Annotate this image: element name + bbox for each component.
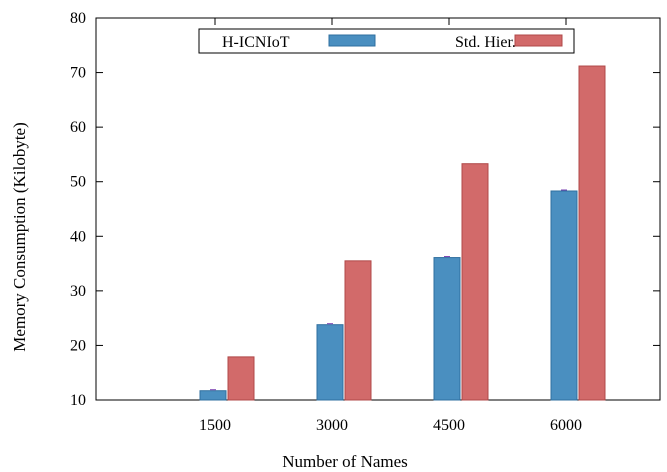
y-tick-label: 30	[70, 283, 86, 300]
plot-area	[95, 17, 661, 401]
bar-h-icniot-3000	[316, 324, 344, 401]
bar-h-icniot-6000	[550, 190, 578, 401]
x-tick-label: 4500	[433, 417, 465, 434]
legend: H-ICNIoT Std. Hier.	[198, 28, 575, 54]
y-tick-label: 80	[70, 10, 86, 27]
bars	[199, 65, 606, 401]
y-tick-label: 60	[70, 119, 86, 136]
legend-label-std-hier: Std. Hier.	[455, 34, 516, 51]
bar-h-icniot-4500	[433, 257, 461, 401]
y-tick-label: 10	[70, 392, 86, 409]
y-axis-label: Memory Consumption (Kilobyte)	[10, 122, 29, 351]
bar-std-hier-6000	[578, 65, 606, 401]
legend-label-h-icniot: H-ICNIoT	[222, 34, 290, 51]
x-tick-label: 1500	[199, 417, 231, 434]
y-axis-ticks: 10 20 30 40 50 60 70 80	[70, 10, 660, 409]
y-tick-label: 20	[70, 337, 86, 354]
x-tick-label: 3000	[316, 417, 348, 434]
y-tick-label: 50	[70, 174, 86, 191]
x-tick-label: 6000	[550, 417, 582, 434]
bar-std-hier-1500	[227, 356, 255, 401]
y-tick-label: 40	[70, 228, 86, 245]
x-axis-label: Number of Names	[282, 452, 408, 471]
x-axis-ticks: 1500 3000 4500 6000	[199, 18, 582, 434]
bar-std-hier-3000	[344, 260, 372, 401]
y-tick-label: 70	[70, 65, 86, 82]
legend-swatch-std-hier	[514, 34, 563, 47]
bar-std-hier-4500	[461, 163, 489, 401]
legend-swatch-h-icniot	[328, 34, 376, 47]
legend-box	[198, 28, 575, 54]
bar-h-icniot-1500	[199, 390, 227, 401]
plot-frame	[95, 17, 661, 401]
